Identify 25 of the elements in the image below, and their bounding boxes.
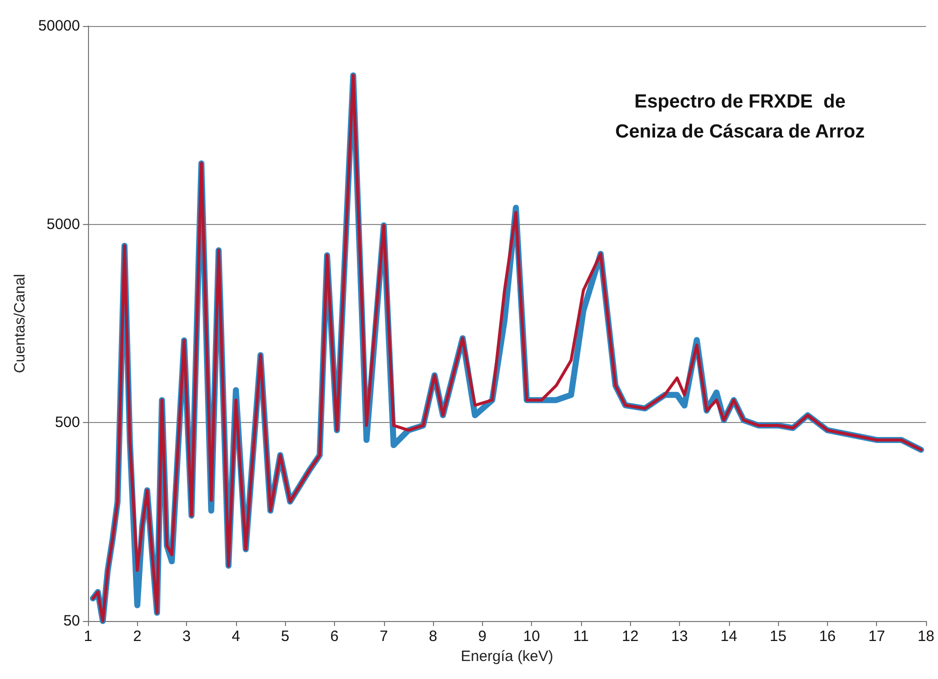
x-tick-label: 9 (478, 628, 487, 645)
x-tick-label: 8 (428, 628, 438, 645)
y-tick-label: 5000 (46, 216, 80, 233)
x-tick-label: 15 (770, 628, 786, 645)
x-tick-label: 12 (622, 628, 639, 645)
y-tick-label: 50000 (38, 18, 80, 34)
x-tick-label: 10 (523, 628, 540, 645)
x-tick-label: 3 (182, 628, 191, 645)
x-tick-label: 4 (232, 628, 240, 645)
x-tick-label: 17 (868, 628, 886, 645)
y-tick-label: 500 (54, 414, 80, 432)
x-tick-label: 14 (720, 628, 738, 645)
x-tick-label: 6 (330, 628, 339, 645)
x-tick-label: 1 (84, 628, 92, 645)
x-tick-label: 13 (671, 628, 688, 645)
x-tick-label: 2 (133, 628, 142, 645)
x-tick-label: 11 (573, 628, 589, 645)
y-tick-label: 50 (63, 612, 80, 630)
text: Espectro de FRXDE de Ceniza de Cáscara de Arroz (615, 92, 865, 142)
x-tick-label: 18 (918, 628, 934, 645)
x-tick-label: 16 (819, 628, 836, 645)
x-tick-label: 5 (281, 628, 290, 645)
y-axis-title: Cuentas/Canal (11, 274, 28, 374)
x-axis-title: Energía (keV) (460, 648, 554, 665)
x-tick-label: 7 (380, 628, 388, 645)
